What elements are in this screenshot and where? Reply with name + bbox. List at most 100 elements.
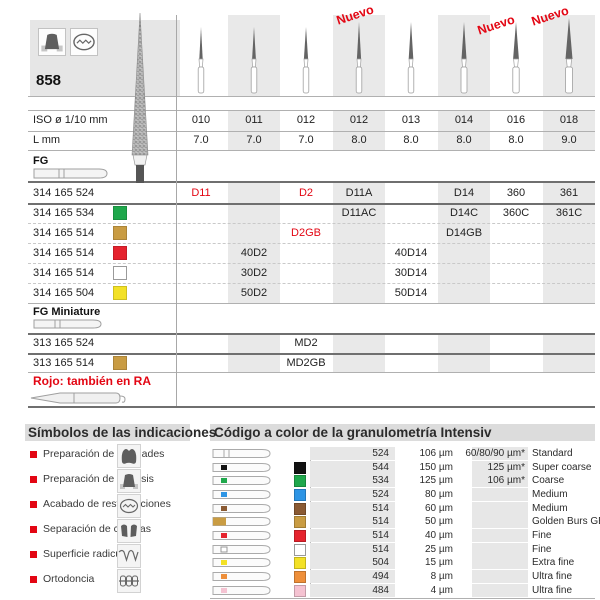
symbol-item: Preparación de cavidades <box>28 444 198 470</box>
shank-type-fg: FG <box>33 155 49 167</box>
red-bullet <box>30 476 37 483</box>
divider <box>28 372 595 373</box>
column-shading <box>333 110 385 150</box>
grit-size: 8 µm <box>430 571 453 582</box>
grit-shank-icon <box>212 517 271 526</box>
bur-code-cell: D11A <box>345 187 373 199</box>
order-code: 314 165 504 <box>33 287 95 299</box>
red-bullet <box>30 576 37 583</box>
bur-icon-012-long <box>351 17 367 97</box>
bur-code-cell: 30D2 <box>240 267 268 279</box>
order-code: 314 165 524 <box>33 187 95 199</box>
grit-size: 25 µm <box>425 544 453 555</box>
bur-858-illustration <box>127 13 153 185</box>
grit-color-swatch-orange <box>294 571 306 583</box>
bur-code-cell: 50D2 <box>240 287 268 299</box>
iso-size: 012 <box>349 114 369 126</box>
grit-color-chip <box>113 266 127 280</box>
grit-size: 15 µm <box>425 557 453 568</box>
table-row: 313 165 524 MD2 <box>0 333 600 353</box>
table-row: 313 165 514 MD2GB <box>0 353 600 373</box>
grit-code: 544 <box>310 461 395 474</box>
ra-availability-note: Rojo: también en RA <box>33 374 152 388</box>
symbol-item: Acabado de restauraciones <box>28 494 198 520</box>
iso-size: 014 <box>454 114 474 126</box>
grit-shank-icon <box>212 463 271 472</box>
bur-code-cell: 40D14 <box>394 247 428 259</box>
grit-shank-icon <box>212 531 271 540</box>
grit-code: 504 <box>310 556 395 569</box>
table-row: 314 165 524 D11 D2 D11A D14 360 361 <box>0 183 600 203</box>
divider <box>28 96 595 97</box>
grit-size: 4 µm <box>430 585 453 596</box>
grit-color-chip <box>113 246 127 260</box>
length-value: 8.0 <box>508 134 524 146</box>
bur-code-cell: 360C <box>502 207 530 219</box>
order-code: 313 165 514 <box>33 357 95 369</box>
divider <box>28 406 595 408</box>
divider <box>28 263 595 264</box>
grit-color-swatch-white <box>294 544 306 556</box>
order-code: 314 165 514 <box>33 267 95 279</box>
grit-color-swatch-pink <box>294 585 306 597</box>
orthodontics-icon <box>117 569 141 593</box>
prosthesis-prep-icon <box>117 469 141 493</box>
symbols-title: Símbolos de las indicaciones <box>28 425 217 440</box>
red-bullet <box>30 451 37 458</box>
bur-code-cell: D11 <box>191 187 211 199</box>
grit-name: Fine <box>532 530 552 541</box>
bur-icon-016 <box>508 17 524 97</box>
grit-color-swatch-yellow <box>294 557 306 569</box>
divider <box>28 243 595 244</box>
bur-code-cell: D14 <box>453 187 475 199</box>
fg-miniature-shank-icon <box>33 318 105 330</box>
red-bullet <box>30 526 37 533</box>
symbol-label: Ortodoncia <box>43 573 95 585</box>
table-row: 314 165 514 30D2 30D14 <box>0 263 600 283</box>
table-row: 314 165 514 40D2 40D14 <box>0 243 600 263</box>
grit-alt-bg <box>472 447 528 460</box>
column-shading <box>228 333 280 372</box>
crown-separation-icon <box>117 519 141 543</box>
grit-code: 514 <box>310 529 395 542</box>
grit-row: 494 8 µm Ultra fine <box>210 570 595 583</box>
restoration-finishing-icon <box>70 28 98 56</box>
bur-code-cell: MD2GB <box>286 357 326 369</box>
grit-row: 534 125 µm 106 µm* Coarse <box>210 474 595 487</box>
grit-title: Código a color de la granulometría Inten… <box>214 425 492 440</box>
divider <box>28 283 595 284</box>
grit-shank-icon <box>212 449 271 458</box>
symbol-item: Separación de coronas <box>28 519 198 545</box>
grit-size: 125 µm <box>419 475 453 486</box>
divider <box>28 303 595 304</box>
grit-size: 80 µm <box>425 489 453 500</box>
symbols-title-bar <box>25 424 190 441</box>
grit-name: Coarse <box>532 475 565 486</box>
divider <box>28 131 595 132</box>
grit-row: 544 150 µm 125 µm* Super coarse <box>210 461 595 474</box>
grit-color-chip <box>113 226 127 240</box>
series-number: 858 <box>36 72 62 89</box>
divider <box>28 110 595 111</box>
grit-shank-icon <box>212 504 271 513</box>
grit-code: 514 <box>310 502 395 515</box>
grit-alt-bg <box>472 543 528 556</box>
length-value: 7.0 <box>193 134 209 146</box>
order-code: 314 165 534 <box>33 207 95 219</box>
bur-code-cell: D2GB <box>291 227 321 239</box>
grit-name: Ultra fine <box>532 571 573 582</box>
grit-name: Medium <box>532 489 568 500</box>
grit-alt-bg <box>472 488 528 501</box>
iso-size: 013 <box>401 114 421 126</box>
bur-code-cell: 361 <box>559 187 579 199</box>
grit-row: 514 25 µm Fine <box>210 543 595 556</box>
grit-alt-size: 125 µm* <box>487 462 525 473</box>
grit-color-chip <box>113 286 127 300</box>
bur-code-cell: 40D2 <box>240 247 268 259</box>
bur-icon-013 <box>403 17 419 97</box>
divider <box>28 333 595 335</box>
grit-alt-size: 106 µm* <box>487 475 525 486</box>
grit-shank-icon <box>212 586 271 595</box>
grit-row: 514 40 µm Fine <box>210 529 595 542</box>
